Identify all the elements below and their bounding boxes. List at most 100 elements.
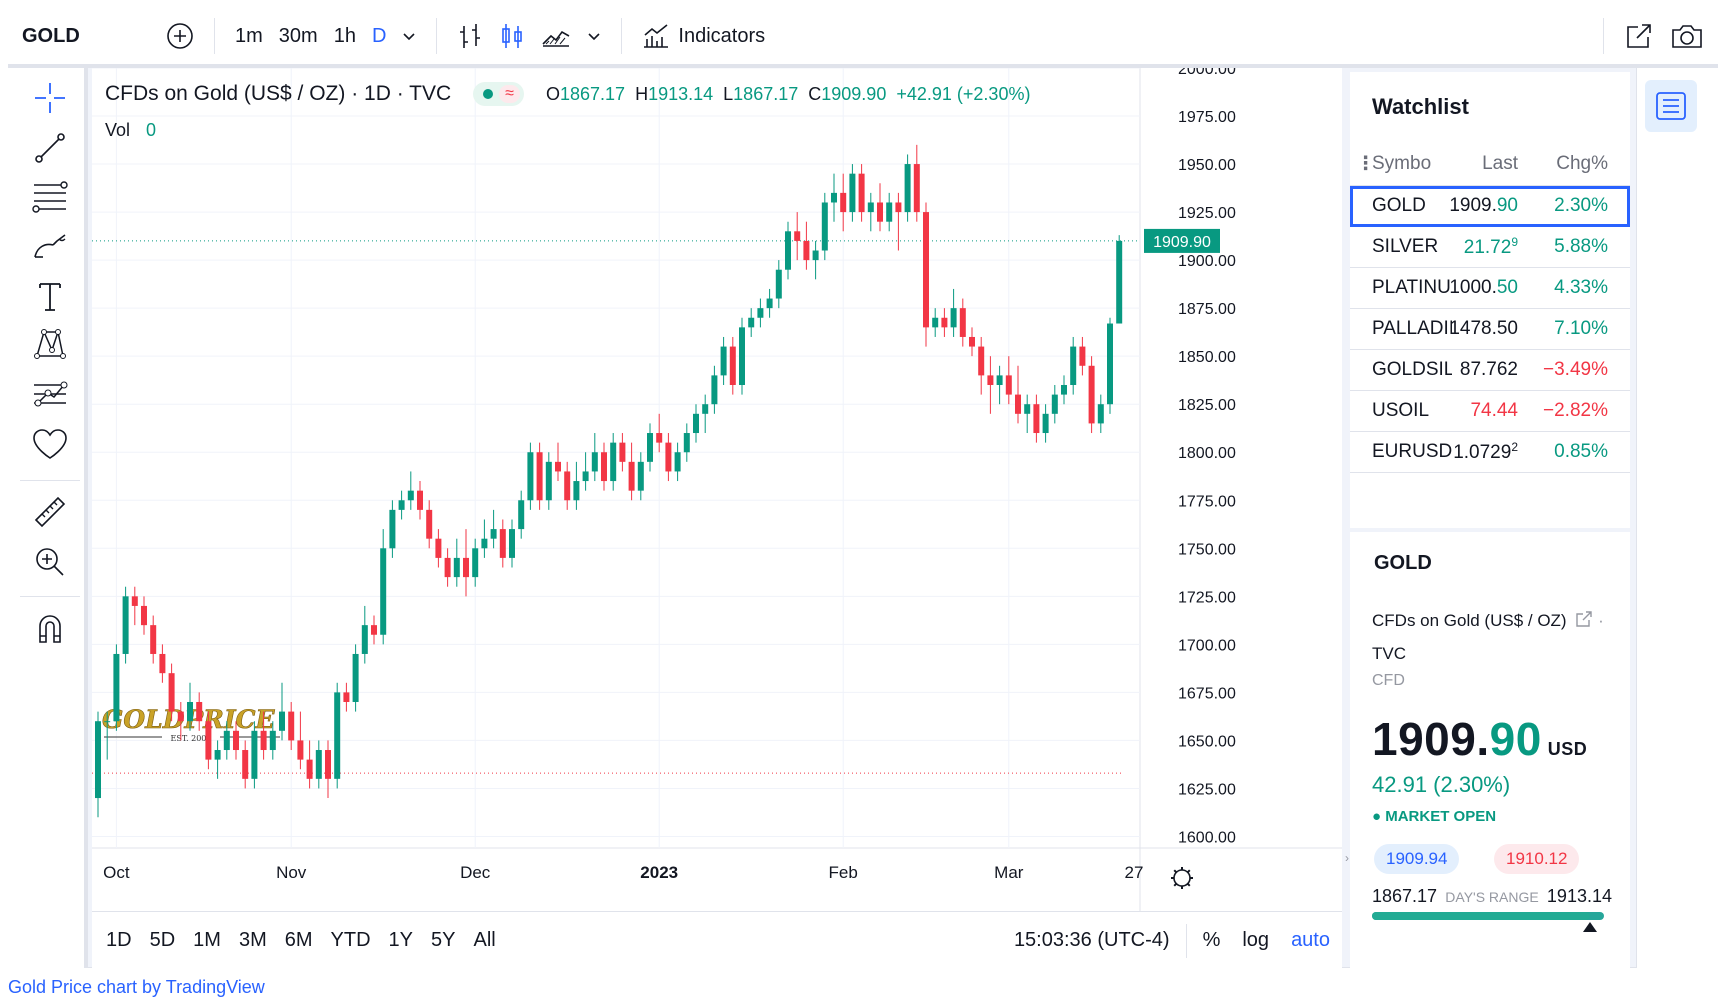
y-tick-label: 1650.00 [1178, 733, 1236, 750]
interval-1m[interactable]: 1m [235, 24, 263, 47]
range-all[interactable]: All [473, 928, 496, 951]
candle-body [251, 730, 258, 779]
style-dropdown[interactable] [579, 16, 609, 56]
interval-d[interactable]: D [371, 24, 387, 47]
candle-body [1005, 375, 1012, 395]
range-3m[interactable]: 3M [238, 928, 267, 951]
range-5y[interactable]: 5Y [431, 928, 456, 951]
pattern-tool[interactable] [30, 324, 70, 364]
candle-body [582, 471, 589, 482]
candle-body [444, 557, 451, 578]
forecast-icon [34, 381, 68, 407]
watchlist-row-platinu[interactable]: PLATINU 1000.50 4.33% [1350, 268, 1630, 309]
watchlist-row-silver[interactable]: SILVER 21.729 5.88% [1350, 227, 1630, 268]
watchlist-row-palladii[interactable]: PALLADII 1478.50 7.10% [1350, 309, 1630, 350]
timezone-clock[interactable]: 15:03:36 (UTC-4) [1013, 929, 1170, 951]
watchlist-last: 1.07292 [1453, 439, 1518, 464]
interval-1h[interactable]: 1h [333, 24, 356, 47]
candle-body [913, 164, 920, 213]
fib-tool[interactable] [30, 176, 70, 216]
candle-body [1107, 323, 1113, 405]
legend-title: CFDs on Gold (US$ / OZ) · 1D · TVC [105, 82, 452, 105]
candle-body [637, 461, 644, 491]
market-status-pill[interactable]: ≈ [473, 82, 524, 106]
range-1y[interactable]: 1Y [388, 928, 414, 951]
candle-body [849, 173, 856, 213]
settings-icon-tooth [1186, 882, 1191, 887]
candle-body [499, 529, 506, 558]
symbol-search[interactable]: GOLD [22, 24, 80, 47]
screenshot-button[interactable] [1662, 16, 1712, 56]
range-6m[interactable]: 6M [284, 928, 313, 951]
candle-body [1033, 404, 1040, 434]
watchlist-row-goldsil[interactable]: GOLDSIL' 87.762 −3.49% [1350, 350, 1630, 391]
range-1m[interactable]: 1M [193, 928, 221, 951]
candle-body [996, 375, 1003, 385]
trendline-tool[interactable] [30, 128, 70, 168]
market-status: ● MARKET OPEN [1372, 808, 1497, 825]
interval-dropdown[interactable] [394, 16, 424, 56]
candle-body [601, 452, 607, 482]
percent-scale-toggle[interactable]: % [1202, 929, 1221, 951]
collapse-panel-button[interactable]: › [1342, 840, 1352, 876]
area-style-button[interactable] [533, 16, 579, 56]
candle-body [702, 404, 709, 414]
last-price-badge [1144, 228, 1220, 253]
candle-body [1024, 404, 1031, 414]
candle-body [196, 701, 203, 722]
candle-body [785, 231, 791, 270]
candles-icon [502, 24, 523, 48]
details-description-text[interactable]: CFDs on Gold (US$ / OZ) [1372, 611, 1567, 630]
price-chart[interactable]: 2000.00 1975.00 1950.00 1925.00 1900.00 1875.… [92, 68, 1342, 911]
candle-body [187, 701, 193, 722]
log-scale-toggle[interactable]: log [1242, 929, 1270, 951]
watchlist-row-usoil[interactable]: USOIL 74.44 −2.82% [1350, 391, 1630, 432]
range-bar-fill [1372, 912, 1591, 920]
add-compare-button[interactable] [158, 16, 202, 56]
range-label: DAY'S RANGE [1445, 889, 1539, 905]
candle-body [858, 173, 865, 213]
brush-tool[interactable] [30, 226, 70, 266]
favorites-tool[interactable] [30, 424, 70, 464]
open-label: O [545, 83, 560, 104]
camera-icon [1672, 25, 1702, 48]
range-ytd[interactable]: YTD [330, 928, 371, 951]
measure-tool[interactable] [30, 492, 70, 532]
crosshair-tool[interactable] [30, 78, 70, 118]
tool-divider [20, 596, 80, 597]
y-tick-label: 1875.00 [1178, 301, 1236, 318]
watchlist-chg: 7.10% [1554, 318, 1608, 339]
chart-pane[interactable]: 2000.00 1975.00 1950.00 1925.00 1900.00 1875.… [92, 68, 1342, 911]
header-symbol[interactable]: Symbo [1372, 152, 1432, 174]
interval-30m[interactable]: 30m [278, 24, 318, 47]
auto-scale-toggle[interactable]: auto [1291, 929, 1330, 951]
y-tick-label: 1775.00 [1178, 493, 1236, 510]
candle-body [297, 740, 304, 760]
external-link-icon[interactable] [1575, 610, 1593, 628]
text-tool[interactable] [30, 276, 70, 316]
magnet-tool[interactable] [30, 608, 70, 648]
watchlist-chg: −3.49% [1543, 359, 1608, 380]
candle-body [950, 308, 957, 328]
watchlist-row-gold[interactable]: GOLD 1909.90 2.30% [1350, 186, 1630, 227]
open-in-new-button[interactable] [1616, 16, 1662, 56]
x-tick-label: Dec [460, 863, 491, 882]
drag-handle-icon[interactable]: ⋮ [1356, 153, 1375, 174]
price-frac: 90 [1489, 713, 1542, 765]
list-icon [1656, 92, 1686, 120]
change-value: +42.91 (+2.30%) [896, 83, 1031, 104]
header-chg[interactable]: Chg% [1556, 152, 1608, 174]
watchlist-row-eurusd[interactable]: EURUSD 1.07292 0.85% [1350, 432, 1630, 473]
zoom-tool[interactable] [30, 542, 70, 582]
prediction-tool[interactable] [30, 374, 70, 414]
indicators-button[interactable]: Indicators [634, 16, 773, 56]
candles-style-button[interactable] [491, 16, 533, 56]
attribution-link[interactable]: Gold Price chart by TradingView [8, 977, 265, 997]
header-last[interactable]: Last [1482, 152, 1518, 174]
bars-style-button[interactable] [449, 16, 491, 56]
range-1d[interactable]: 1D [106, 928, 132, 951]
candle-body [417, 490, 423, 510]
watchlist-toggle-button[interactable] [1645, 80, 1697, 132]
range-5d[interactable]: 5D [149, 928, 176, 951]
candle-body [619, 442, 626, 462]
